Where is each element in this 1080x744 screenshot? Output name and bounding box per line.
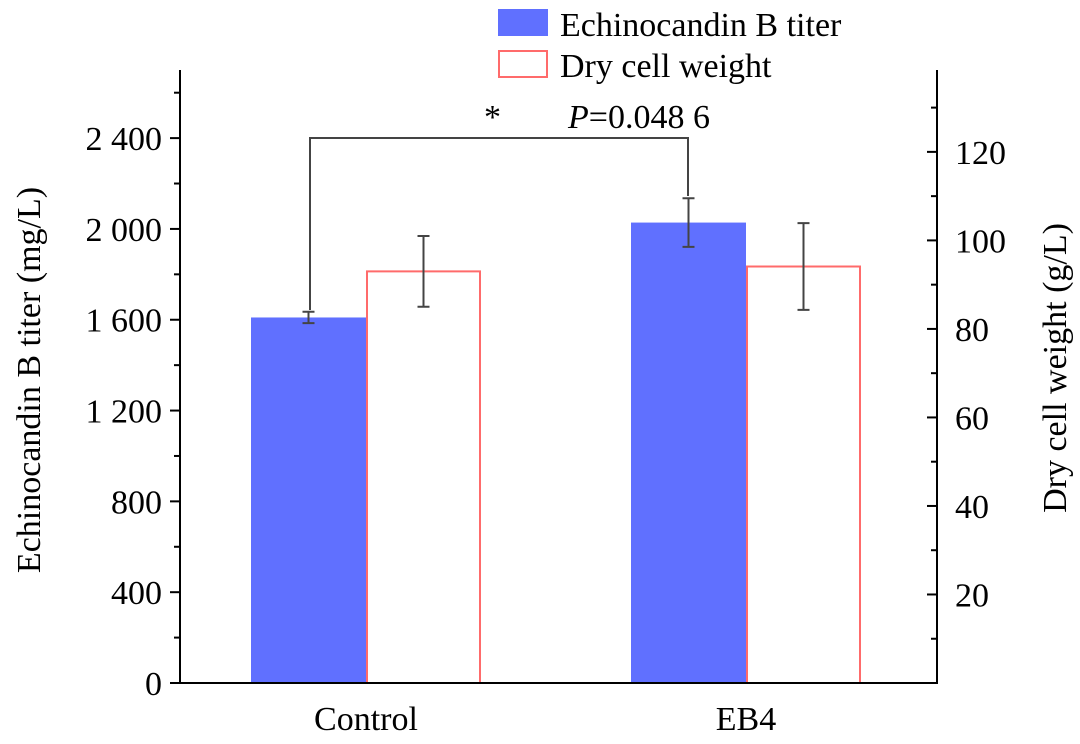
y-tick-label-left: 400: [111, 575, 162, 612]
y-tick-label-right: 60: [955, 400, 989, 437]
y-tick-label-right: 80: [955, 312, 989, 349]
p-symbol: P: [567, 99, 589, 136]
y-tick-label-left: 2 000: [86, 212, 163, 249]
legend-label-titer: Echinocandin B titer: [560, 7, 842, 44]
y-tick-label-right: 120: [955, 135, 1006, 172]
y-axis-label-right: Dry cell weight (g/L): [1037, 223, 1074, 513]
error-bar-titer-control: [302, 310, 315, 325]
y-tick-label-left: 800: [111, 484, 162, 521]
y-tick-label-right: 20: [955, 577, 989, 614]
error-bar-titer-eb4: [682, 197, 695, 248]
p-value-annotation: P=0.048 6: [567, 99, 710, 136]
legend-swatch-titer: [498, 9, 548, 36]
error-bar-dcw-eb4: [797, 222, 810, 311]
significance-bracket: [309, 137, 689, 310]
significance-star: *: [484, 99, 501, 136]
bar-titer-eb4: [631, 222, 746, 683]
axis-frame: [179, 70, 938, 684]
y-tick-label-right: 100: [955, 223, 1006, 260]
error-bar-dcw-control: [417, 234, 430, 308]
y-tick-label-left: 0: [145, 666, 162, 703]
y-tick-label-left: 1 600: [86, 303, 163, 340]
x-tick-label: Control: [314, 701, 418, 738]
x-tick-label: EB4: [716, 701, 776, 738]
y-tick-label-right: 40: [955, 489, 989, 526]
y-tick-label-left: 2 400: [86, 121, 163, 158]
bar-titer-control: [251, 317, 366, 683]
legend-swatch-dcw: [498, 50, 548, 78]
y-tick-label-left: 1 200: [86, 394, 163, 431]
p-value: =0.048 6: [589, 99, 710, 136]
legend-label-dcw: Dry cell weight: [560, 48, 772, 85]
y-axis-label-left: Echinocandin B titer (mg/L): [11, 187, 48, 573]
bar-dcw-control: [366, 270, 481, 684]
bar-dcw-eb4: [746, 265, 861, 684]
